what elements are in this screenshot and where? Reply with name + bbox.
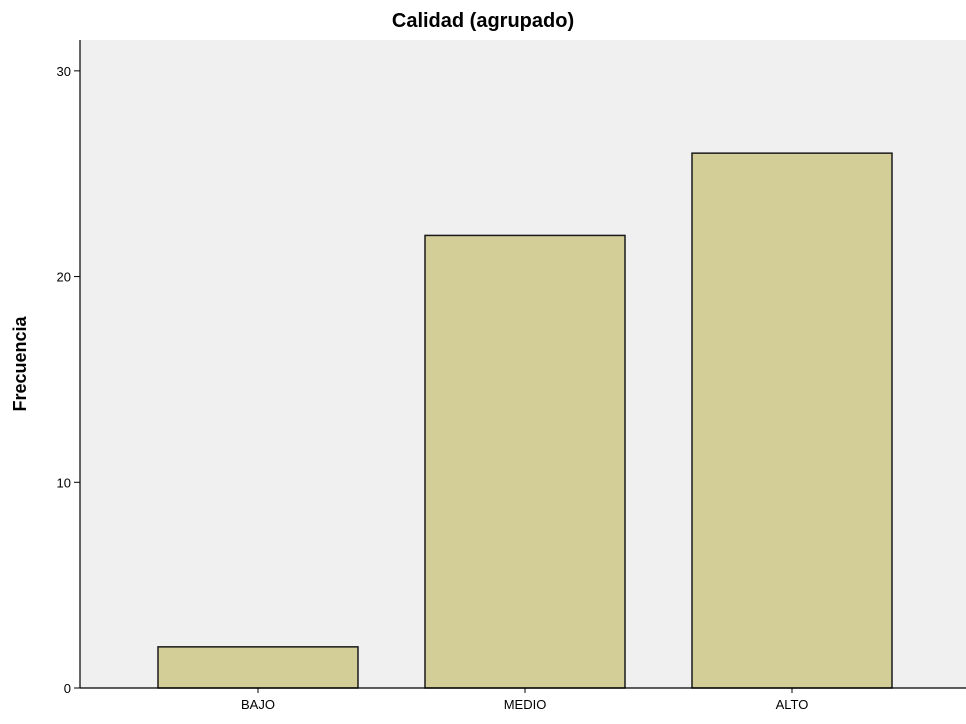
x-tick-label: BAJO xyxy=(241,697,275,712)
x-tick-label: ALTO xyxy=(776,697,809,712)
y-axis-label: Frecuencia xyxy=(10,315,30,411)
bar-alto xyxy=(691,152,893,689)
bar-bajo xyxy=(157,646,359,689)
y-tick-label: 10 xyxy=(57,475,71,490)
bars-group xyxy=(157,152,893,689)
y-tick-label: 20 xyxy=(57,270,71,285)
y-tick-label: 0 xyxy=(64,681,71,696)
bar-medio xyxy=(424,234,626,689)
x-ticks-group: BAJO MEDIO ALTO xyxy=(241,688,808,712)
chart-title: Calidad (agrupado) xyxy=(392,10,574,32)
y-ticks-group: 0 10 20 30 xyxy=(57,64,80,696)
y-tick-label: 30 xyxy=(57,64,71,79)
x-tick-label: MEDIO xyxy=(504,697,547,712)
